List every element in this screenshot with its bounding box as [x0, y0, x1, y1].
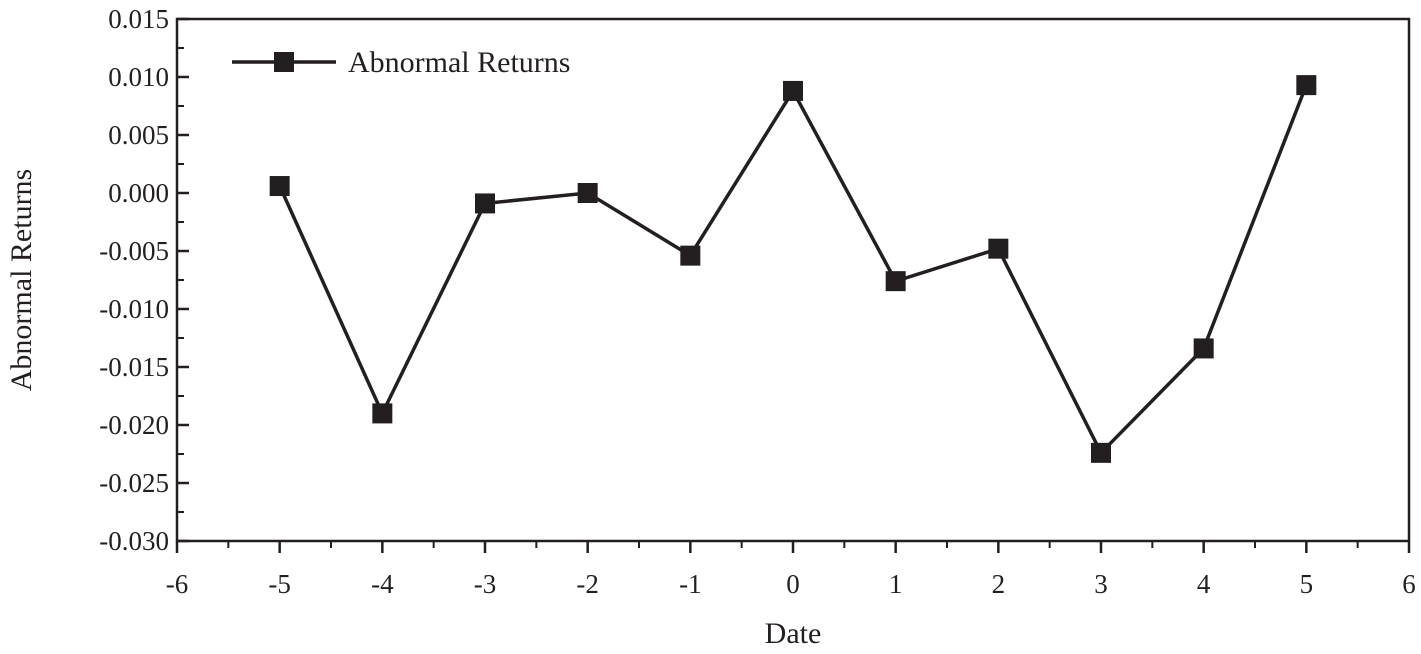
series-abnormal-returns	[269, 75, 1317, 463]
x-tick-label: -6	[166, 569, 189, 599]
x-tick-label: 6	[1402, 569, 1416, 599]
y-tick-label: -0.015	[99, 352, 169, 382]
data-point-marker	[577, 183, 598, 203]
y-tick-label: -0.010	[99, 294, 169, 324]
x-tick-label: 1	[889, 569, 903, 599]
x-tick-label: 2	[992, 569, 1006, 599]
x-axis-title: Date	[765, 617, 822, 650]
x-tick-label: -5	[268, 569, 291, 599]
data-point-marker	[783, 80, 803, 101]
y-tick-label: -0.030	[99, 526, 169, 556]
x-tick-label: -1	[679, 569, 702, 599]
y-tick-label: 0.000	[108, 178, 169, 208]
x-tick-label: -3	[474, 569, 497, 599]
x-tick-label: 5	[1300, 569, 1314, 599]
legend: Abnormal Returns	[232, 46, 570, 79]
data-point-marker	[372, 403, 393, 424]
y-tick-label: -0.020	[99, 410, 169, 440]
data-point-marker	[988, 238, 1009, 259]
data-point-marker	[1091, 442, 1111, 463]
y-tick-label: 0.005	[108, 120, 169, 150]
x-tick-label: 4	[1197, 569, 1211, 599]
data-point-marker	[1296, 75, 1317, 96]
y-axis-title: Abnormal Returns	[5, 169, 38, 391]
y-axis: -0.030 -0.025 -0.020 -0.015 -0.010 -0.005 0.00…	[99, 4, 189, 556]
x-tick-label: -4	[371, 569, 394, 599]
y-tick-label: -0.025	[99, 468, 169, 498]
x-tick-label: 0	[786, 569, 800, 599]
legend-marker-sample	[274, 52, 294, 72]
data-point-marker	[1193, 338, 1214, 359]
y-tick-label: 0.010	[108, 62, 169, 92]
y-tick-label: 0.015	[108, 4, 169, 34]
y-tick-label: -0.005	[99, 236, 169, 266]
data-point-marker	[680, 245, 701, 266]
series-line	[278, 84, 1308, 456]
x-axis: -6 -5 -4 -3 -2 -1 0 1 2 3 4 5 6	[166, 541, 1416, 599]
data-point-marker	[269, 176, 290, 197]
legend-label: Abnormal Returns	[348, 46, 570, 79]
data-point-marker	[885, 271, 906, 292]
data-point-marker	[475, 193, 495, 214]
x-tick-label: 3	[1094, 569, 1108, 599]
x-tick-label: -2	[576, 569, 599, 599]
